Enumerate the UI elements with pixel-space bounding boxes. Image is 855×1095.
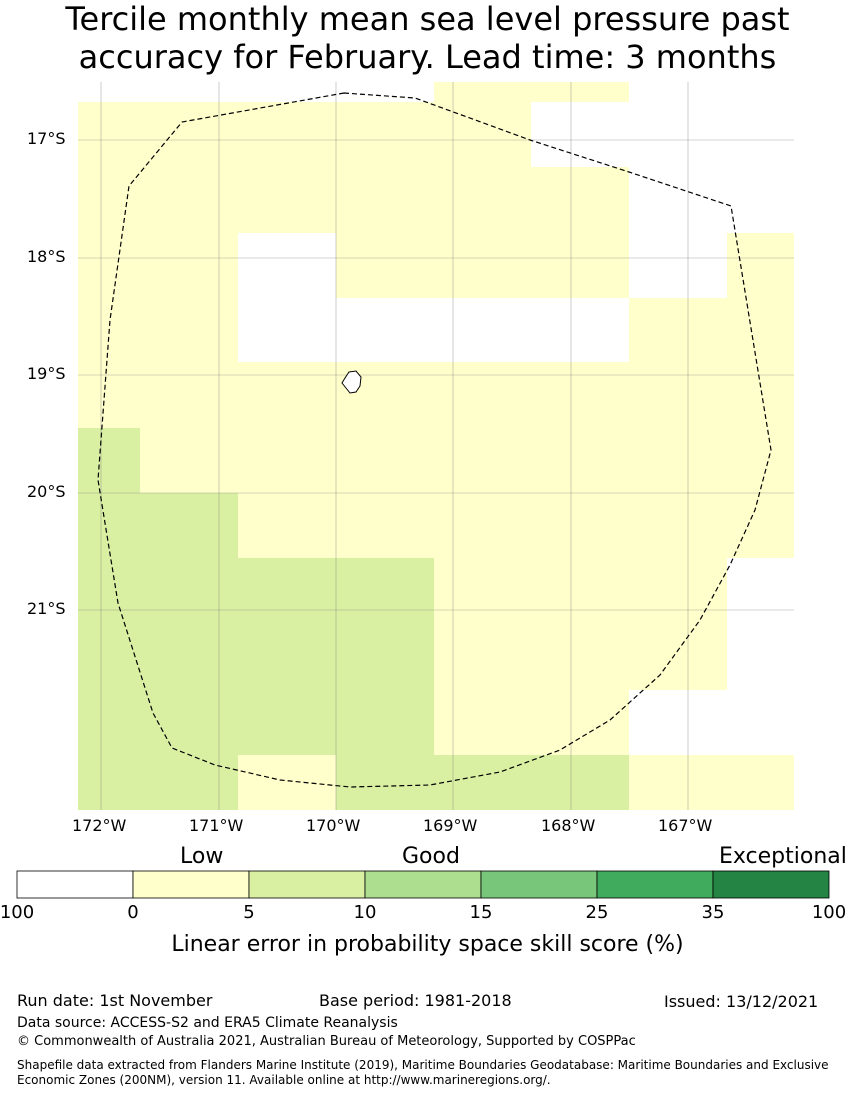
data-source: Data source: ACCESS-S2 and ERA5 Climate … xyxy=(17,1015,398,1031)
lon-label-168w: 168°W xyxy=(541,816,596,835)
grid-cell xyxy=(336,102,434,298)
grid-cell xyxy=(78,102,140,428)
colorbar-tick: 100 xyxy=(0,902,35,923)
grid-cell xyxy=(727,233,794,558)
graticule xyxy=(78,82,794,810)
colorbar xyxy=(16,870,830,899)
grid-cell xyxy=(336,362,434,558)
grid-cell xyxy=(238,362,336,558)
lat-label-18s: 18°S xyxy=(27,247,66,266)
lat-label-17s: 17°S xyxy=(27,129,66,148)
lat-label-19s: 19°S xyxy=(27,364,66,383)
grid-cell xyxy=(238,755,336,810)
grid-cell xyxy=(140,102,238,493)
colorbar-swatch xyxy=(480,870,598,899)
colorbar-swatch xyxy=(596,870,714,899)
base-period: Base period: 1981-2018 xyxy=(319,991,512,1010)
island-outline xyxy=(341,370,362,394)
colorbar-swatch xyxy=(16,870,134,899)
run-date: Run date: 1st November xyxy=(17,991,213,1010)
colorbar-tick: 0 xyxy=(127,902,139,923)
lon-label-172w: 172°W xyxy=(72,816,127,835)
colorbar-swatch xyxy=(364,870,482,899)
lon-label-169w: 169°W xyxy=(423,816,478,835)
colorbar-tick: 100 xyxy=(811,902,847,923)
category-exceptional: Exceptional xyxy=(719,844,847,869)
lon-label-170w: 170°W xyxy=(306,816,361,835)
grid-cell xyxy=(336,558,434,810)
issued-date: Issued: 13/12/2021 xyxy=(664,992,819,1011)
grid-cell xyxy=(434,362,531,755)
lat-label-21s: 21°S xyxy=(27,599,66,618)
category-low: Low xyxy=(180,844,224,869)
grid-cell xyxy=(78,428,140,810)
grid-cell xyxy=(434,82,531,298)
colorbar-label: Linear error in probability space skill … xyxy=(171,932,684,957)
lon-label-171w: 171°W xyxy=(189,816,244,835)
shapefile-note-2: Economic Zones (200NM), version 11. Avai… xyxy=(17,1073,551,1087)
colorbar-tick: 25 xyxy=(585,902,609,923)
colorbar-swatch xyxy=(712,870,830,899)
colorbar-tick: 15 xyxy=(469,902,493,923)
grid-cell xyxy=(727,755,794,810)
grid-cell xyxy=(140,493,238,810)
copyright: © Commonwealth of Australia 2021, Austra… xyxy=(17,1034,636,1049)
grid-cell xyxy=(629,755,727,810)
category-good: Good xyxy=(402,844,460,869)
colorbar-tick: 10 xyxy=(353,902,377,923)
lon-label-167w: 167°W xyxy=(658,816,713,835)
skill-grid xyxy=(78,82,794,810)
colorbar-tick: 5 xyxy=(243,902,255,923)
grid-cell xyxy=(238,558,336,755)
grid-cell xyxy=(434,755,531,810)
grid-cell xyxy=(238,102,336,233)
lat-label-20s: 20°S xyxy=(27,482,66,501)
grid-cell xyxy=(531,362,629,755)
map-title: Tercile monthly mean sea level pressure … xyxy=(0,0,855,76)
colorbar-swatch xyxy=(132,870,250,899)
colorbar-swatch xyxy=(248,870,366,899)
grid-cell xyxy=(531,167,629,298)
grid-cell xyxy=(531,82,629,102)
colorbar-tick: 35 xyxy=(701,902,725,923)
grid-cell xyxy=(531,755,629,810)
skill-map xyxy=(78,82,794,810)
title-line-1: Tercile monthly mean sea level pressure … xyxy=(65,0,790,38)
grid-cell xyxy=(629,298,727,690)
shapefile-note-1: Shapefile data extracted from Flanders M… xyxy=(17,1058,829,1072)
title-line-2: accuracy for February. Lead time: 3 mont… xyxy=(78,38,777,76)
